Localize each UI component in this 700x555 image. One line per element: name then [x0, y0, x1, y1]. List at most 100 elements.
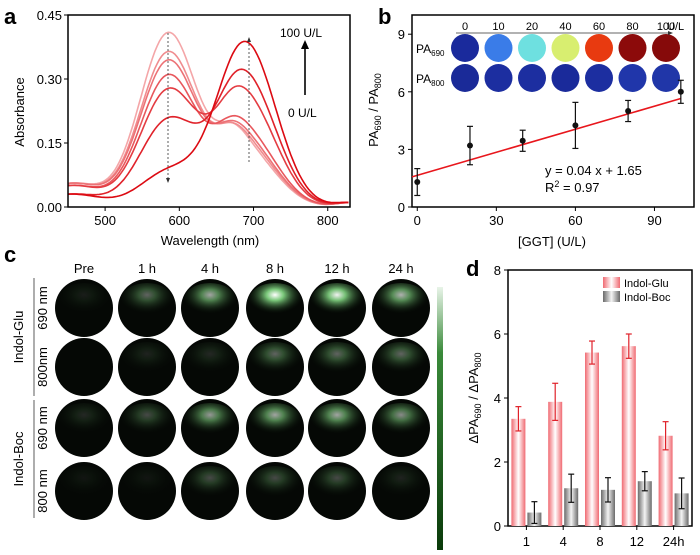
- pa-signal: [375, 342, 427, 376]
- pa800-sample-well: [484, 64, 513, 92]
- pa690-sample-well: [518, 34, 546, 62]
- pa-signal: [184, 466, 236, 500]
- inset-concentration-label: 20: [526, 21, 538, 33]
- data-point: [414, 179, 421, 186]
- pa-signal: [311, 342, 363, 376]
- inset-row-label: PA690: [416, 42, 445, 58]
- spectrum-line-100-u-l: [67, 40, 349, 204]
- legend-swatch-indol-glu: [603, 277, 620, 288]
- fit-equation: y = 0.04 x + 1.65: [545, 163, 642, 178]
- x-tick-label: 600: [168, 213, 190, 228]
- bar-indol-glu: [658, 435, 673, 526]
- panel-a-chart: 500 600 700 800 0.00 0.15 0.30 0.45 Wavelength …: [12, 8, 351, 248]
- arrow-right-icon: [668, 31, 673, 35]
- pa-signal: [249, 403, 301, 437]
- data-point: [677, 88, 684, 95]
- y-tick-label: 0: [494, 519, 501, 534]
- y-tick-label: 4: [494, 391, 501, 406]
- column-header-8h: 8 h: [266, 261, 284, 276]
- pa690-sample-well: [618, 34, 647, 62]
- pa690-sample-well: [451, 34, 479, 62]
- panel-a-ylabel: Absorbance: [12, 77, 27, 146]
- bar-indol-glu: [548, 401, 563, 526]
- pa690-sample-well: [484, 34, 513, 62]
- pa-image-well: [55, 338, 113, 396]
- x-tick-label: 700: [243, 213, 265, 228]
- spectrum-line-80-u-l: [67, 68, 349, 204]
- data-point: [625, 108, 632, 114]
- x-tick-label: 4: [560, 534, 567, 549]
- annotation-100ul: 100 U/L: [280, 26, 322, 40]
- pa-signal: [58, 403, 110, 437]
- pa-signal: [249, 466, 301, 500]
- group-label-indol-boc: Indol-Boc: [11, 431, 26, 486]
- pa690-sample-well: [585, 34, 613, 62]
- pa800-sample-well: [451, 64, 479, 92]
- y-tick-label: 6: [494, 327, 501, 342]
- pa690-sample-well: [551, 34, 580, 62]
- y-tick-label: 3: [398, 142, 405, 157]
- x-tick-label: 60: [568, 213, 582, 228]
- data-point: [466, 142, 473, 149]
- pa-signal: [184, 403, 236, 437]
- panel-a-frame: [67, 14, 351, 208]
- panel-label-d: d: [466, 256, 479, 281]
- pa690-sample-well: [652, 34, 680, 62]
- panel-label-b: b: [378, 4, 391, 29]
- column-header-12h: 12 h: [324, 261, 349, 276]
- pa-signal: [375, 283, 427, 317]
- pa-signal: [58, 466, 110, 500]
- x-tick-label: 24h: [663, 534, 685, 549]
- arrow-down-icon: [166, 178, 170, 183]
- pa-signal: [249, 342, 301, 376]
- y-tick-label: 6: [398, 85, 405, 100]
- annotation-0ul: 0 U/L: [288, 106, 317, 120]
- bar-indol-boc: [637, 481, 652, 526]
- group-label-indol-glu: Indol-Glu: [11, 311, 26, 364]
- y-tick-label: 0.45: [37, 8, 62, 23]
- column-header-4h: 4 h: [201, 261, 219, 276]
- panel-a-xlabel: Wavelength (nm): [161, 233, 260, 248]
- inset-concentration-label: 100: [657, 21, 675, 33]
- pa-signal: [121, 342, 173, 376]
- fit-line: [411, 97, 682, 178]
- legend-label-indol-glu: Indol-Glu: [624, 278, 669, 290]
- x-tick-label: 8: [596, 534, 603, 549]
- pa-signal: [375, 466, 427, 500]
- inset-concentration-label: 80: [626, 21, 638, 33]
- pa800-sample-well: [618, 64, 647, 92]
- pa-signal: [311, 283, 363, 317]
- x-tick-label: 90: [647, 213, 661, 228]
- pa-signal: [311, 466, 363, 500]
- pa-signal: [184, 283, 236, 317]
- pa800-sample-well: [652, 64, 680, 92]
- panel-b-frame: [411, 14, 695, 208]
- spectrum-line-60-u-l: [67, 85, 349, 205]
- x-tick-label: 0: [414, 213, 421, 228]
- pa-signal: [375, 403, 427, 437]
- bar-indol-boc: [601, 489, 615, 526]
- panel-label-a: a: [4, 4, 17, 29]
- y-tick-label: 0: [398, 200, 405, 215]
- column-header-Pre: Pre: [74, 261, 94, 276]
- x-tick-label: 1: [523, 534, 530, 549]
- inset-row-label: PA800: [416, 72, 445, 88]
- scale-bar: [403, 537, 422, 542]
- arrow-up-icon: [301, 40, 309, 49]
- panel-label-c: c: [4, 242, 16, 267]
- column-header-24h: 24 h: [388, 261, 413, 276]
- legend-swatch-indol-boc: [603, 291, 620, 302]
- x-tick-label: 12: [630, 534, 644, 549]
- bar-indol-boc: [674, 493, 689, 526]
- bar-indol-glu: [511, 418, 526, 526]
- y-tick-label: 2: [494, 455, 501, 470]
- y-tick-label: 0.15: [37, 136, 62, 151]
- bar-indol-glu: [585, 352, 599, 526]
- data-point: [519, 137, 526, 144]
- y-tick-label: 0.30: [37, 72, 62, 87]
- fit-r2: R2 = 0.97: [545, 179, 600, 195]
- data-point: [572, 122, 579, 129]
